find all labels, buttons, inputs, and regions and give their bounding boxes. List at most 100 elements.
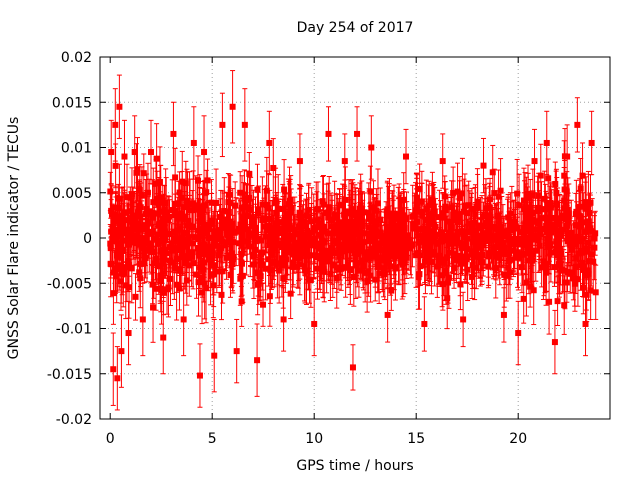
data-marker bbox=[448, 235, 455, 242]
data-marker bbox=[259, 261, 266, 268]
data-marker bbox=[149, 281, 156, 288]
data-marker bbox=[378, 247, 385, 254]
data-marker bbox=[291, 239, 298, 246]
data-marker bbox=[320, 201, 327, 208]
data-marker bbox=[150, 249, 157, 256]
data-marker bbox=[182, 180, 189, 187]
data-marker bbox=[499, 229, 506, 236]
data-marker bbox=[263, 201, 270, 208]
data-marker bbox=[249, 253, 256, 260]
data-marker bbox=[144, 189, 151, 196]
data-marker bbox=[154, 231, 161, 238]
data-marker bbox=[238, 298, 245, 305]
data-marker bbox=[226, 191, 233, 198]
data-marker bbox=[366, 250, 373, 257]
data-marker bbox=[238, 260, 245, 267]
data-marker bbox=[276, 240, 283, 247]
data-marker bbox=[559, 212, 566, 219]
data-marker bbox=[163, 209, 170, 216]
data-marker bbox=[450, 211, 457, 218]
data-marker bbox=[148, 245, 155, 252]
data-marker bbox=[535, 208, 542, 215]
data-marker bbox=[218, 291, 225, 298]
data-marker bbox=[160, 289, 167, 296]
data-marker bbox=[121, 209, 128, 216]
data-marker bbox=[400, 224, 407, 231]
data-marker bbox=[201, 280, 208, 287]
data-marker bbox=[227, 272, 234, 279]
data-point bbox=[149, 264, 156, 305]
data-marker bbox=[401, 212, 408, 219]
data-marker bbox=[389, 217, 396, 224]
data-marker bbox=[412, 207, 419, 214]
data-marker bbox=[216, 232, 223, 239]
data-marker bbox=[445, 279, 452, 286]
data-point bbox=[204, 158, 211, 203]
data-marker bbox=[355, 267, 362, 274]
data-marker bbox=[440, 259, 447, 266]
data-marker bbox=[325, 230, 332, 237]
data-marker bbox=[140, 170, 147, 177]
data-marker bbox=[508, 218, 515, 225]
data-point bbox=[144, 217, 151, 283]
data-marker bbox=[126, 284, 133, 291]
data-marker bbox=[136, 223, 143, 230]
data-marker bbox=[110, 290, 117, 297]
data-marker bbox=[537, 172, 544, 179]
data-marker bbox=[520, 295, 527, 302]
data-marker bbox=[214, 236, 221, 243]
data-marker bbox=[530, 287, 537, 294]
data-point bbox=[260, 282, 267, 327]
data-marker bbox=[532, 247, 539, 254]
data-marker bbox=[545, 175, 552, 182]
data-marker bbox=[373, 207, 380, 214]
data-marker bbox=[561, 302, 568, 309]
data-marker bbox=[398, 212, 405, 219]
data-marker bbox=[280, 243, 287, 250]
data-marker bbox=[138, 192, 145, 199]
data-marker bbox=[565, 210, 572, 217]
data-marker bbox=[434, 263, 441, 270]
data-marker bbox=[551, 214, 558, 221]
data-point bbox=[182, 160, 189, 206]
data-marker bbox=[323, 209, 330, 216]
data-point bbox=[535, 181, 542, 241]
data-marker bbox=[239, 233, 246, 240]
data-marker bbox=[572, 263, 579, 270]
data-marker bbox=[116, 195, 123, 202]
data-marker bbox=[257, 273, 264, 280]
data-marker bbox=[335, 227, 342, 234]
data-marker bbox=[426, 234, 433, 241]
data-marker bbox=[267, 249, 274, 256]
data-marker bbox=[132, 293, 139, 300]
data-marker bbox=[112, 162, 119, 169]
data-marker bbox=[183, 230, 190, 237]
data-marker bbox=[539, 226, 546, 233]
data-marker bbox=[507, 210, 514, 217]
data-marker bbox=[213, 242, 220, 249]
data-marker bbox=[287, 235, 294, 242]
data-marker bbox=[122, 282, 129, 289]
data-marker bbox=[416, 271, 423, 278]
data-marker bbox=[295, 250, 302, 257]
data-marker bbox=[167, 275, 174, 282]
data-marker bbox=[169, 207, 176, 214]
data-marker bbox=[522, 250, 529, 257]
data-marker bbox=[586, 209, 593, 216]
data-marker bbox=[354, 250, 361, 257]
data-marker bbox=[292, 246, 299, 253]
data-marker bbox=[195, 279, 202, 286]
data-marker bbox=[265, 256, 272, 263]
data-marker bbox=[415, 226, 422, 233]
data-marker bbox=[480, 223, 487, 230]
data-marker bbox=[510, 247, 517, 254]
data-marker bbox=[506, 269, 513, 276]
data-marker bbox=[442, 203, 449, 210]
data-marker bbox=[195, 235, 202, 242]
data-marker bbox=[553, 238, 560, 245]
data-marker bbox=[296, 261, 303, 268]
data-marker bbox=[313, 224, 320, 231]
data-marker bbox=[409, 213, 416, 220]
data-marker bbox=[433, 239, 440, 246]
